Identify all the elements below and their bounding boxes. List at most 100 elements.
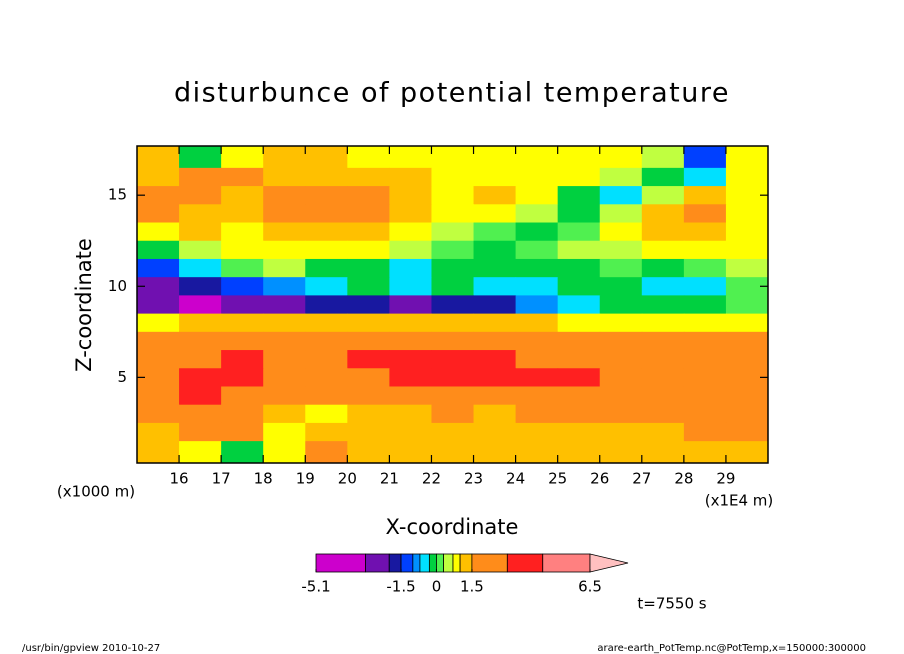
contour-cell <box>221 277 264 296</box>
contour-cell <box>641 350 685 369</box>
contour-cell <box>641 186 685 205</box>
contour-cell <box>515 186 559 205</box>
contour-cell <box>347 240 390 260</box>
contour-cell <box>305 331 348 351</box>
contour-cell <box>515 295 559 315</box>
contour-cell <box>557 146 601 169</box>
contour-cell <box>389 404 432 424</box>
colorbar-tick-label: -1.5 <box>386 578 415 596</box>
colorbar-segment <box>428 553 437 573</box>
x-tick-label: 24 <box>506 470 525 488</box>
colorbar-segment <box>400 553 414 573</box>
contour-cell <box>305 313 348 333</box>
contour-cell <box>683 167 727 187</box>
contour-cell <box>431 331 475 351</box>
contour-cell <box>557 277 601 296</box>
contour-cell <box>347 350 390 369</box>
contour-cell <box>599 404 643 424</box>
contour-cell <box>431 186 475 205</box>
contour-cell <box>473 186 517 205</box>
contour-cell <box>515 422 559 442</box>
contour-cell <box>557 422 601 442</box>
contour-cell <box>305 258 348 278</box>
contour-cell <box>137 146 180 169</box>
contour-cell <box>683 186 727 205</box>
contour-cell <box>641 146 685 169</box>
contour-cell <box>431 422 475 442</box>
contour-cell <box>431 167 475 187</box>
y-tick-label: 15 <box>108 186 127 204</box>
contour-cell <box>557 295 601 315</box>
contour-cell <box>221 240 264 260</box>
contour-cell <box>389 146 432 169</box>
contour-cell <box>389 277 432 296</box>
contour-cell <box>179 146 222 169</box>
contour-cell <box>347 441 390 464</box>
contour-cell <box>179 313 222 333</box>
y-tick-label: 10 <box>108 277 127 295</box>
contour-cell <box>137 258 180 278</box>
contour-cell <box>137 331 180 351</box>
contour-cell <box>473 258 517 278</box>
contour-cell <box>179 350 222 369</box>
contour-cell <box>683 295 727 315</box>
contour-cell <box>179 441 222 464</box>
contour-cell <box>221 368 264 387</box>
contour-cell <box>683 277 727 296</box>
contour-cell <box>683 146 727 169</box>
contour-cell <box>641 368 685 387</box>
contour-cell <box>179 295 222 315</box>
contour-cell <box>221 204 264 224</box>
contour-cell <box>431 258 475 278</box>
x-tick-label: 27 <box>632 470 651 488</box>
contour-cell <box>515 404 559 424</box>
contour-cell <box>683 240 727 260</box>
contour-cell <box>389 441 432 464</box>
colorbar-segment <box>443 553 454 573</box>
x-tick-label: 26 <box>590 470 609 488</box>
contour-cell <box>641 167 685 187</box>
contour-cell <box>221 422 264 442</box>
contour-cell <box>305 350 348 369</box>
contour-cell <box>641 258 685 278</box>
contour-cell <box>683 222 727 242</box>
contour-cell <box>347 146 390 169</box>
contour-cell <box>137 240 180 260</box>
contour-cell <box>389 295 432 315</box>
contour-cell <box>137 368 180 387</box>
contour-cell <box>221 313 264 333</box>
contour-cell <box>515 146 559 169</box>
y-axis-title: Z-coordinate <box>72 238 96 372</box>
contour-cell <box>599 258 643 278</box>
contour-cell <box>305 441 348 464</box>
contour-cell <box>263 422 306 442</box>
contour-cell <box>515 277 559 296</box>
contour-cell <box>347 167 390 187</box>
contour-cell <box>725 331 769 351</box>
contour-cell <box>599 295 643 315</box>
contour-cell <box>179 368 222 387</box>
contour-cell <box>389 167 432 187</box>
contour-cell <box>515 222 559 242</box>
contour-cell <box>431 240 475 260</box>
contour-cell <box>641 222 685 242</box>
contour-cell <box>473 295 517 315</box>
contour-cell <box>557 258 601 278</box>
contour-cell <box>515 350 559 369</box>
contour-cell <box>179 386 222 406</box>
contour-cell <box>221 167 264 187</box>
colorbar-segment <box>436 553 444 573</box>
x-tick-label: 25 <box>548 470 567 488</box>
contour-cell <box>179 240 222 260</box>
contour-cell <box>389 350 432 369</box>
contour-cell <box>557 350 601 369</box>
contour-cell <box>557 386 601 406</box>
contour-cell <box>641 386 685 406</box>
contour-cell <box>263 167 306 187</box>
contour-cell <box>515 258 559 278</box>
contour-cell <box>599 204 643 224</box>
contour-cell <box>347 386 390 406</box>
contour-cell <box>137 204 180 224</box>
contour-cell <box>683 368 727 387</box>
x-tick-label: 16 <box>170 470 189 488</box>
